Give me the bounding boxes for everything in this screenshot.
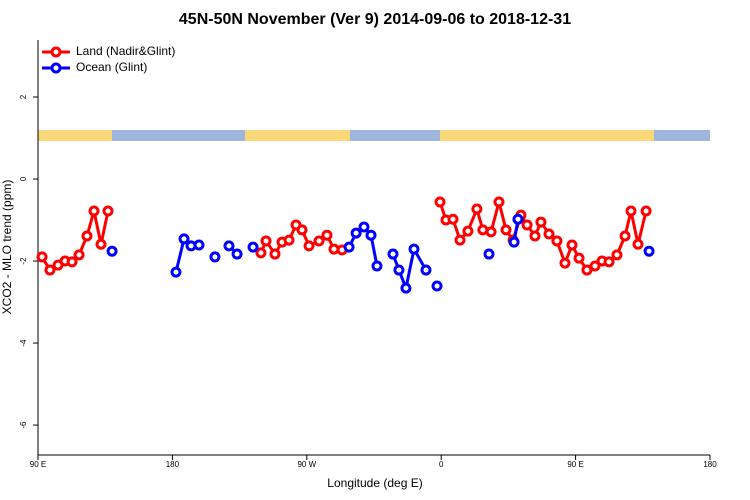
- legend-label: Land (Nadir&Glint): [76, 44, 175, 58]
- x-tick-label: 90 E: [30, 460, 46, 469]
- point: [625, 205, 637, 217]
- point: [485, 226, 497, 238]
- point: [521, 219, 533, 231]
- point: [566, 239, 578, 251]
- y-tick-label: -4: [19, 339, 28, 347]
- x-tick-label: 180: [703, 460, 717, 469]
- point: [350, 227, 362, 239]
- y-tick-label: 0: [19, 176, 28, 181]
- point: [559, 257, 571, 269]
- point: [581, 264, 593, 276]
- point: [387, 248, 399, 260]
- point: [632, 238, 644, 250]
- point: [434, 196, 446, 208]
- point: [44, 264, 56, 276]
- x-axis-label: Longitude (deg E): [327, 476, 422, 490]
- point: [493, 196, 505, 208]
- point: [408, 243, 420, 255]
- legend-marker: [50, 62, 62, 74]
- point: [343, 241, 355, 253]
- point: [420, 264, 432, 276]
- point: [193, 239, 205, 251]
- y-axis-label: XCO2 - MLO trend (ppm): [0, 180, 14, 315]
- map-strip: [38, 130, 710, 141]
- point: [283, 234, 295, 246]
- point: [611, 249, 623, 261]
- point: [543, 228, 555, 240]
- x-tick-label: 90 W: [297, 460, 316, 469]
- point: [512, 213, 524, 225]
- point: [358, 221, 370, 233]
- point: [170, 266, 182, 278]
- point: [36, 251, 48, 263]
- point: [209, 251, 221, 263]
- point: [371, 260, 383, 272]
- point: [303, 240, 315, 252]
- point: [551, 235, 563, 247]
- x-tick-label: 0: [439, 460, 444, 469]
- legend-label: Ocean (Glint): [76, 60, 147, 74]
- x-tick-label: 90 E: [567, 460, 583, 469]
- point: [529, 230, 541, 242]
- point: [321, 229, 333, 241]
- point: [619, 230, 631, 242]
- y-tick-label: 2: [19, 94, 28, 99]
- point: [178, 233, 190, 245]
- point: [269, 248, 281, 260]
- point: [431, 280, 443, 292]
- point: [296, 224, 308, 236]
- point: [447, 213, 459, 225]
- point: [88, 205, 100, 217]
- point: [95, 238, 107, 250]
- point: [640, 205, 652, 217]
- point: [603, 256, 615, 268]
- point: [81, 230, 93, 242]
- point: [535, 216, 547, 228]
- point: [471, 203, 483, 215]
- point: [66, 256, 78, 268]
- y-tick-label: -2: [19, 257, 28, 265]
- point: [393, 264, 405, 276]
- point: [231, 248, 243, 260]
- point: [223, 240, 235, 252]
- point: [255, 247, 267, 259]
- point: [102, 205, 114, 217]
- x-tick-label: 180: [166, 460, 180, 469]
- point: [313, 235, 325, 247]
- point: [462, 225, 474, 237]
- point: [73, 249, 85, 261]
- chart-title: 45N-50N November (Ver 9) 2014-09-06 to 2…: [179, 11, 571, 28]
- point: [500, 224, 512, 236]
- point: [573, 252, 585, 264]
- legend-marker: [50, 46, 62, 58]
- point: [106, 245, 118, 257]
- point: [454, 234, 466, 246]
- point: [247, 241, 259, 253]
- point: [589, 260, 601, 272]
- point: [508, 236, 520, 248]
- point: [483, 248, 495, 260]
- point: [260, 235, 272, 247]
- point: [365, 229, 377, 241]
- point: [400, 282, 412, 294]
- y-tick-label: -6: [19, 421, 28, 429]
- point: [643, 245, 655, 257]
